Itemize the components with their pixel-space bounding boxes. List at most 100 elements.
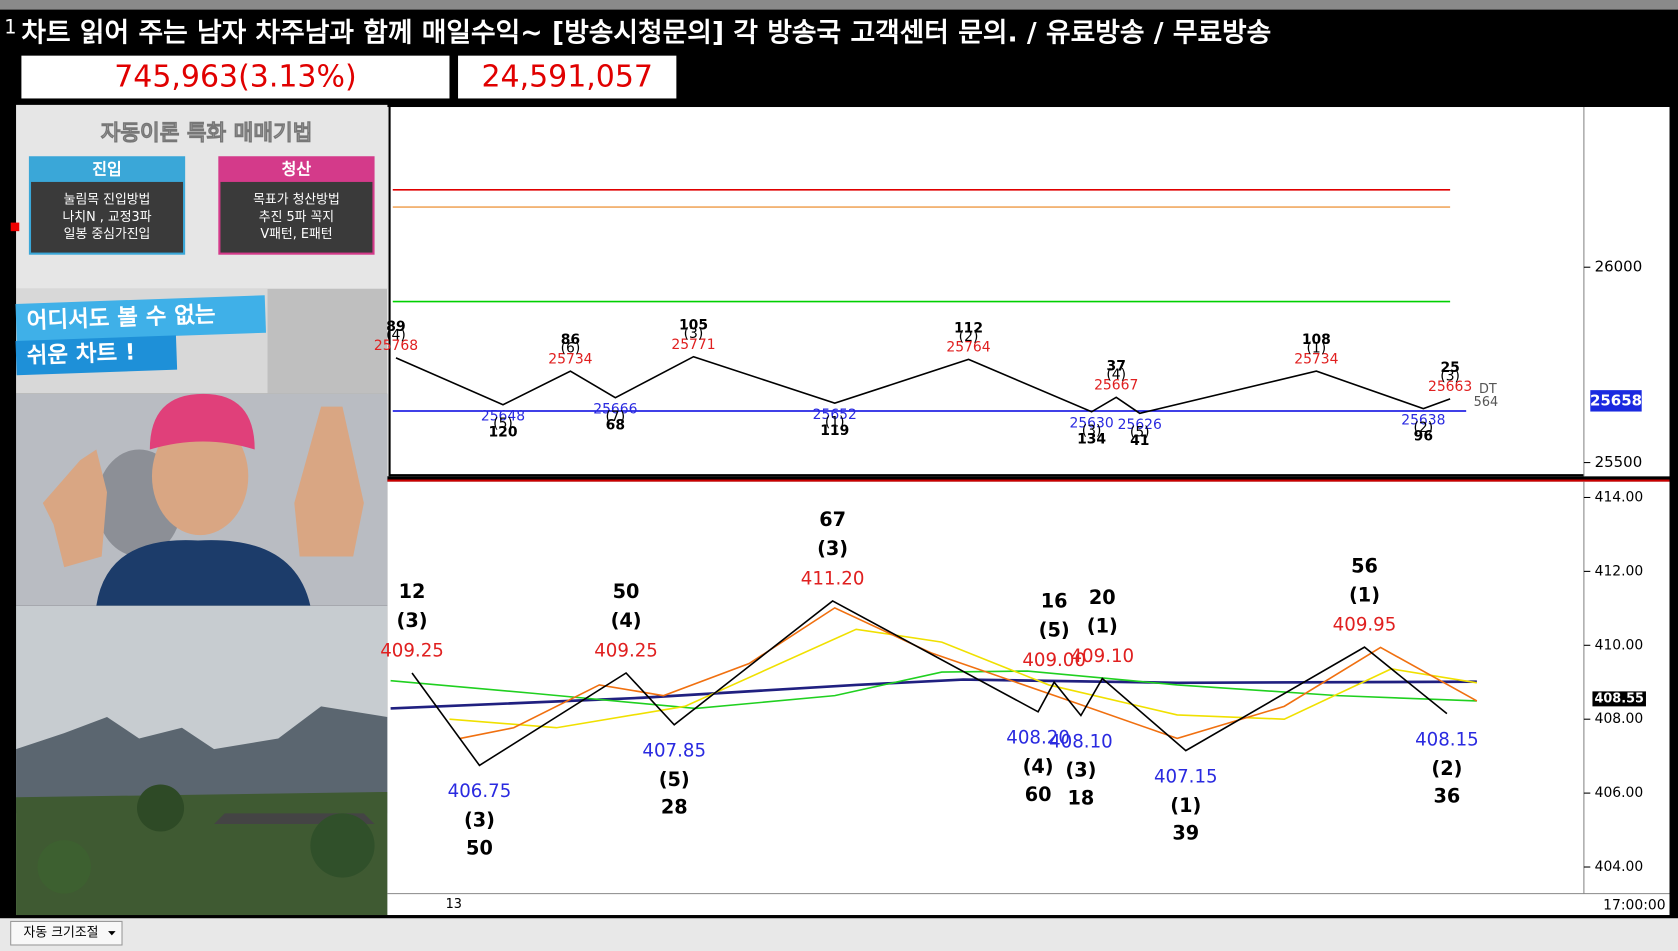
window-marker: 1 [4, 15, 16, 38]
entry-line: 나치N , 교정3파 [63, 210, 152, 225]
exit-line: V패턴, E패턴 [260, 227, 332, 242]
pivot-count: 16 [1041, 589, 1068, 612]
last-price-box [1592, 691, 1646, 707]
pivot-price: 409.10 [1070, 646, 1134, 667]
pivot-wave: (1) [825, 414, 845, 430]
pivot-wave: (6) [561, 341, 581, 357]
last-price: 25658 [1590, 391, 1642, 409]
y-tick-label: 412.00 [1595, 563, 1644, 579]
pivot-count: 50 [466, 836, 493, 859]
pivot-price: 25764 [946, 340, 990, 356]
hand [42, 449, 108, 568]
upper-axis [1583, 107, 1670, 477]
pivot-wave: (2) [959, 329, 979, 345]
pivot-wave: (2) [1414, 420, 1434, 436]
pivot-price: 25630 [1069, 416, 1113, 432]
pivot-wave: (5) [493, 416, 513, 432]
face [151, 417, 249, 536]
pivot-wave: (3) [464, 809, 495, 832]
promo-heading: 자동이론 특화 매매기법 [101, 121, 313, 146]
marker [10, 222, 20, 232]
pivot-wave: (3) [397, 609, 428, 632]
pivot-wave: (1) [1306, 341, 1326, 357]
y-tick-label: 414.00 [1595, 489, 1644, 505]
pivot-price: 407.85 [642, 740, 706, 761]
pivot-price: 406.75 [448, 781, 512, 802]
pivot-count: 89 [386, 319, 405, 335]
pivot-count: 112 [954, 320, 983, 336]
shirt [96, 540, 311, 606]
pivot-wave: (3) [1082, 423, 1102, 439]
pivot-wave: (4) [386, 327, 406, 343]
pivot-count: 18 [1068, 786, 1095, 809]
dt-label: DT [1479, 382, 1497, 397]
pivot-count: 60 [1025, 783, 1052, 806]
pivot-price: 25771 [671, 337, 715, 353]
pivot-wave: (1) [1349, 583, 1380, 606]
upper-chart [387, 107, 1670, 477]
pivot-price: 25648 [481, 409, 525, 425]
pivot-count: 25 [1440, 360, 1459, 376]
pivot-count: 96 [1414, 428, 1433, 444]
counter: 24,591,057 [481, 60, 653, 95]
pivot-count: 68 [606, 418, 625, 434]
broadcast-title: 차트 읽어 주는 남자 차주남과 함께 매일수익~ [방송시청문의] 각 방송국… [21, 18, 1271, 49]
pivot-wave: (2) [1431, 757, 1462, 780]
entry-title: 진입 [92, 160, 122, 179]
pivot-count: 28 [661, 796, 688, 819]
pivot-wave: (4) [1106, 367, 1126, 383]
pivot-count: 134 [1077, 432, 1106, 448]
pivot-count: 108 [1302, 332, 1331, 348]
pivot-wave: (3) [1065, 759, 1096, 782]
pivot-price: 409.25 [594, 641, 658, 662]
pivot-price: 409.25 [380, 641, 444, 662]
pivot-count: 120 [488, 425, 517, 441]
pivot-price: 25663 [1428, 379, 1472, 395]
hand [294, 406, 364, 557]
entry-line: 일봉 중심가진입 [64, 227, 151, 242]
pivot-price: 25626 [1118, 417, 1162, 433]
pivot-count: 36 [1434, 785, 1461, 808]
banner-strip [15, 335, 178, 376]
counter: 745,963(3.13%) [114, 60, 356, 95]
resize-button[interactable] [10, 920, 123, 946]
pivot-count: 50 [613, 580, 640, 603]
pivot-count: 41 [1130, 433, 1149, 449]
resize-button-label[interactable]: 자동 크기조절 [24, 926, 99, 941]
pivot-count: 119 [820, 423, 849, 439]
pivot-price: 25666 [593, 401, 637, 417]
pivot-wave: (3) [1440, 368, 1460, 384]
ma-line [460, 606, 1478, 740]
pivot-count: 86 [561, 332, 580, 348]
y-tick-label: 26000 [1595, 258, 1643, 276]
y-tick-label: 404.00 [1595, 859, 1644, 875]
entry-line: 눌림목 진입방법 [64, 193, 151, 208]
dt-value: 564 [1474, 395, 1499, 410]
pivot-price: 411.20 [801, 569, 865, 590]
pivot-price: 25652 [813, 407, 857, 423]
pivot-wave: (7) [606, 409, 626, 425]
tree [136, 784, 185, 832]
pivot-count: 67 [819, 508, 846, 531]
pivot-price: 408.10 [1049, 731, 1113, 752]
pivot-price: 25734 [1294, 351, 1338, 367]
pivot-wave: (3) [817, 537, 848, 560]
pivot-wave: (5) [1039, 618, 1070, 641]
pivot-price: 407.15 [1154, 766, 1218, 787]
toolbar [0, 918, 1678, 951]
ma-line [449, 628, 1478, 729]
zigzag [395, 355, 1451, 415]
pivot-wave: (4) [611, 609, 642, 632]
banner-strip [15, 295, 267, 342]
counter-box [458, 55, 677, 99]
top-strip [0, 0, 1678, 10]
pivot-price: 408.15 [1415, 729, 1479, 750]
pivot-price: 409.95 [1333, 615, 1397, 636]
last-price: 408.55 [1594, 691, 1644, 706]
pivot-wave: (1) [1087, 615, 1118, 638]
pivot-price: 408.20 [1006, 728, 1070, 749]
mountains [16, 706, 388, 814]
dropdown-arrow[interactable] [108, 931, 116, 936]
